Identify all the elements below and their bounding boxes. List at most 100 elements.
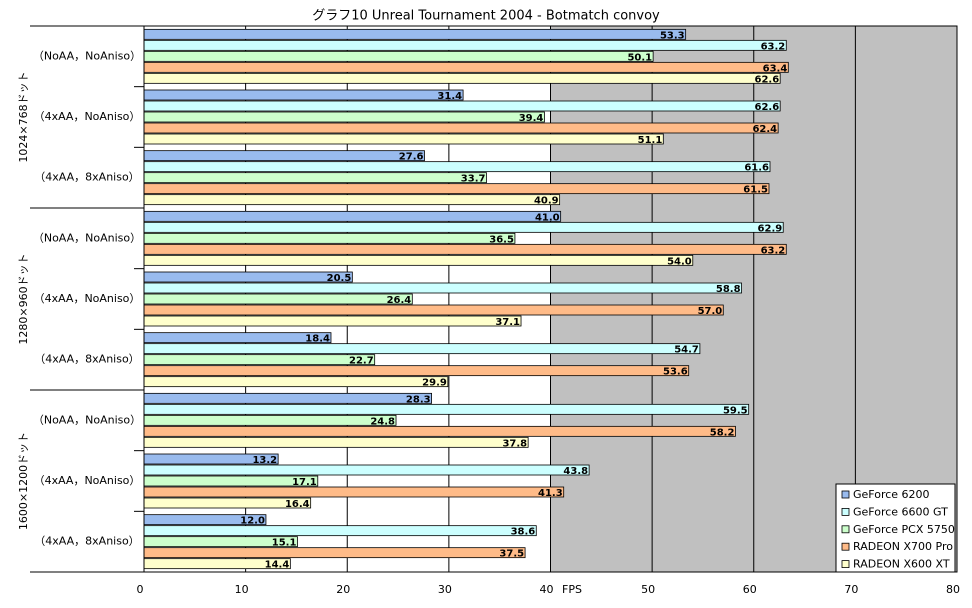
legend-label: RADEON X700 Pro: [853, 540, 953, 553]
value-label: 54.7: [674, 345, 699, 356]
legend-swatch: [841, 560, 850, 568]
value-label: 40.9: [534, 196, 559, 207]
group-label: 1600×1200ドット: [17, 432, 30, 530]
legend-label: GeForce PCX 5750: [853, 523, 955, 536]
bar: [143, 403, 750, 415]
value-label: 37.5: [499, 549, 524, 560]
bar: [143, 210, 562, 222]
x-tick-label: 80: [946, 583, 960, 596]
bar: [143, 304, 724, 316]
bar: [143, 343, 701, 355]
bar: [143, 232, 516, 244]
bar: [143, 122, 779, 134]
bar: [143, 293, 413, 305]
value-label: 37.8: [502, 438, 527, 449]
bar: [143, 111, 545, 123]
bar: [143, 315, 522, 327]
value-label: 63.2: [761, 41, 786, 52]
value-label: 26.4: [387, 295, 412, 306]
value-label: 54.0: [667, 256, 692, 267]
value-label: 24.8: [370, 416, 395, 427]
value-label: 62.6: [754, 102, 779, 113]
x-tick-label: 40: [540, 583, 554, 596]
bar: [143, 282, 742, 294]
bar: [143, 221, 784, 233]
value-label: 16.4: [285, 499, 310, 510]
plot-border: [143, 25, 958, 573]
legend-swatch: [841, 490, 850, 499]
value-label: 27.6: [399, 152, 424, 163]
legend-label: RADEON X600 XT: [853, 558, 950, 571]
bar: [143, 425, 736, 437]
bar: [143, 100, 781, 112]
bar: [143, 525, 537, 537]
y-tick-label: （NoAA，NoAniso）: [33, 413, 141, 426]
value-label: 37.1: [495, 317, 520, 328]
value-label: 50.1: [627, 52, 652, 63]
value-label: 15.1: [272, 538, 297, 549]
value-label: 13.2: [252, 455, 277, 466]
bar: [143, 464, 590, 476]
value-label: 28.3: [406, 394, 431, 405]
x-tick-label: 30: [438, 583, 452, 596]
bar: [143, 486, 565, 498]
y-tick-label: （NoAA，NoAniso）: [33, 231, 141, 244]
value-label: 20.5: [327, 273, 352, 284]
value-label: 62.4: [752, 124, 777, 135]
y-tick-label: （4xAA，NoAniso）: [34, 474, 141, 487]
value-label: 62.6: [754, 74, 779, 85]
bar: [143, 172, 487, 184]
bar: [143, 39, 787, 51]
legend-swatch: [841, 542, 850, 551]
bar: [143, 392, 432, 404]
chart-title: グラフ10 Unreal Tournament 2004 - Botmatch …: [312, 9, 660, 24]
y-tick-label: （4xAA，8xAniso）: [34, 353, 139, 366]
x-tick-label: 70: [844, 583, 858, 596]
value-label: 39.4: [519, 113, 544, 124]
value-label: 14.4: [265, 560, 290, 571]
bar: [143, 72, 781, 84]
value-label: 33.7: [461, 174, 486, 185]
legend-label: GeForce 6200: [853, 488, 930, 501]
y-tick-label: （4xAA，8xAniso）: [34, 171, 139, 184]
value-label: 62.9: [758, 223, 783, 234]
legend-label: GeForce 6600 GT: [853, 505, 948, 518]
value-label: 43.8: [563, 466, 588, 477]
value-label: 17.1: [292, 477, 317, 488]
value-label: 36.5: [489, 234, 514, 245]
bar: [143, 150, 425, 162]
value-label: 41.3: [538, 488, 563, 499]
bar: [143, 89, 464, 101]
bar: [143, 365, 690, 377]
bar: [143, 183, 770, 195]
value-label: 57.0: [698, 306, 723, 317]
bar: [143, 254, 694, 266]
bar: [143, 243, 787, 255]
value-label: 63.2: [761, 245, 786, 256]
bar: [143, 194, 561, 206]
legend-swatch: [841, 507, 850, 516]
bar: [143, 28, 687, 40]
x-tick-label: 20: [336, 583, 350, 596]
legend-box: [835, 483, 956, 573]
value-label: 53.3: [660, 30, 685, 41]
value-label: 12.0: [240, 516, 265, 527]
value-label: 18.4: [305, 334, 330, 345]
bar: [143, 61, 789, 73]
value-label: 29.9: [422, 378, 447, 389]
bar: [143, 161, 771, 173]
y-tick-label: （NoAA，NoAniso）: [33, 49, 141, 62]
x-axis-label: FPS: [562, 583, 582, 596]
bar: [143, 332, 332, 344]
value-label: 63.4: [763, 63, 788, 74]
bar: [143, 271, 353, 283]
value-label: 58.2: [710, 427, 735, 438]
value-label: 58.8: [716, 284, 741, 295]
value-label: 61.5: [743, 185, 768, 196]
x-tick-label: 60: [743, 583, 757, 596]
bar: [143, 50, 654, 62]
y-tick-label: （4xAA，NoAniso）: [34, 110, 141, 123]
group-label: 1024×768ドット: [17, 71, 30, 162]
